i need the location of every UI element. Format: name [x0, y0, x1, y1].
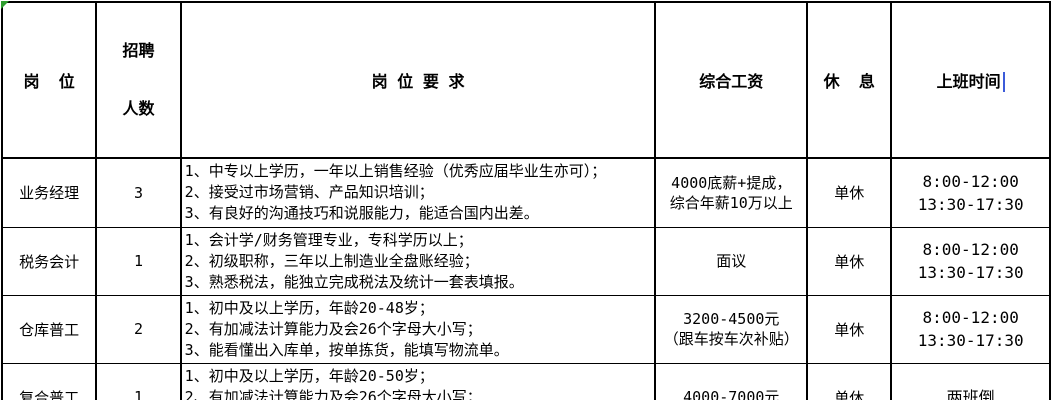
- schedule-line: 8:00-12:00: [922, 308, 1019, 327]
- rest-cell: 单休: [806, 294, 893, 364]
- requirements-cell: 1、初中及以上学历，年龄20-48岁； 2、有加减法计算能力及会26个字母大小写…: [179, 294, 657, 364]
- salary-cell: 面议: [654, 226, 809, 296]
- schedule-cell: 两班倒: [890, 362, 1051, 400]
- rest-cell: 单休: [806, 362, 893, 400]
- header-headcount-line1: 招聘: [122, 41, 155, 60]
- position-cell: 税务会计: [0, 226, 98, 296]
- requirement-line: 3、能看懂出入库单，按单拣货，能填写物流单。: [184, 340, 509, 359]
- header-headcount-line2: 人数: [122, 99, 155, 118]
- schedule-cell: 8:00-12:00 13:30-17:30: [890, 157, 1051, 228]
- table-row-business-manager: 业务经理 3 1、中专以上学历，一年以上销售经验（优秀应届毕业生亦可）； 2、接…: [0, 157, 1051, 228]
- header-headcount: 招聘 人数: [95, 1, 182, 159]
- headcount-cell: 3: [95, 157, 182, 228]
- salary-line: 4000底薪+提成，: [671, 173, 792, 192]
- salary-cell: 4000-7000元: [654, 362, 809, 400]
- header-schedule: 上班时间: [890, 1, 1051, 159]
- table-row-laminating-worker: 复合普工 1 1、初中及以上学历，年龄20-50岁； 2、有加减法计算能力及会2…: [0, 362, 1051, 400]
- schedule-line: 13:30-17:30: [917, 263, 1024, 282]
- schedule-line: 两班倒: [946, 387, 995, 400]
- schedule-line: 13:30-17:30: [917, 194, 1024, 214]
- header-requirements: 岗 位 要 求: [179, 1, 657, 159]
- schedule-line: 8:00-12:00: [922, 240, 1019, 259]
- requirement-line: 2、接受过市场营销、产品知识培训；: [184, 183, 434, 201]
- schedule-cell: 8:00-12:00 13:30-17:30: [890, 226, 1051, 296]
- text-caret: [1002, 72, 1005, 93]
- requirement-line: 1、初中及以上学历，年龄20-50岁；: [184, 366, 434, 385]
- schedule-line: 13:30-17:30: [917, 331, 1024, 350]
- rest-cell: 单休: [806, 226, 893, 296]
- salary-line: 4000-7000元: [683, 388, 780, 400]
- requirements-cell: 1、会计学/财务管理专业，专科学历以上； 2、初级职称，三年以上制造业全盘账经验…: [179, 226, 657, 296]
- requirement-line: 1、会计学/财务管理专业，专科学历以上；: [184, 230, 473, 249]
- requirement-line: 2、有加减法计算能力及会26个字母大小写；: [184, 319, 482, 338]
- requirements-cell: 1、中专以上学历，一年以上销售经验（优秀应届毕业生亦可）； 2、接受过市场营销、…: [179, 157, 657, 228]
- headcount-cell: 1: [95, 362, 182, 400]
- salary-line: 3200-4500元: [683, 310, 780, 328]
- requirement-line: 1、初中及以上学历，年龄20-48岁；: [184, 298, 434, 317]
- position-cell: 业务经理: [0, 157, 98, 228]
- schedule-cell: 8:00-12:00 13:30-17:30: [890, 294, 1051, 364]
- requirement-line: 2、初级职称，三年以上制造业全盘账经验；: [184, 251, 479, 270]
- headcount-cell: 2: [95, 294, 182, 364]
- headcount-cell: 1: [95, 226, 182, 296]
- salary-line: 面议: [716, 252, 747, 270]
- table-row-tax-accountant: 税务会计 1 1、会计学/财务管理专业，专科学历以上； 2、初级职称，三年以上制…: [0, 226, 1051, 296]
- schedule-line: 8:00-12:00: [922, 171, 1019, 191]
- salary-cell: 3200-4500元 （跟车按车次补贴）: [654, 294, 809, 364]
- header-row: 岗 位 招聘 人数 岗 位 要 求 综合工资 休 息 上班时间: [0, 1, 1051, 159]
- position-cell: 仓库普工: [0, 294, 98, 364]
- requirement-line: 3、有良好的沟通技巧和说服能力，能适合国内出差。: [184, 204, 539, 222]
- header-schedule-label: 上班时间: [936, 71, 1001, 91]
- salary-line: 综合年薪10万以上: [669, 193, 793, 212]
- table-row-warehouse-worker: 仓库普工 2 1、初中及以上学历，年龄20-48岁； 2、有加减法计算能力及会2…: [0, 294, 1051, 364]
- cell-corner-marker-icon: [1, 1, 9, 9]
- header-rest: 休 息: [806, 1, 893, 159]
- requirements-cell: 1、初中及以上学历，年龄20-50岁； 2、有加减法计算能力及会26个字母大小写…: [179, 362, 657, 400]
- salary-line: （跟车按车次补贴）: [663, 330, 799, 348]
- header-position: 岗 位: [0, 1, 98, 159]
- salary-cell: 4000底薪+提成， 综合年薪10万以上: [654, 157, 809, 228]
- rest-cell: 单休: [806, 157, 893, 228]
- position-cell: 复合普工: [0, 362, 98, 400]
- requirement-line: 2、有加减法计算能力及会26个字母大小写；: [184, 387, 482, 400]
- header-salary: 综合工资: [654, 1, 809, 159]
- requirement-line: 3、熟悉税法，能独立完成税法及统计一套表填报。: [184, 272, 524, 291]
- requirement-line: 1、中专以上学历，一年以上销售经验（优秀应届毕业生亦可）；: [184, 162, 607, 180]
